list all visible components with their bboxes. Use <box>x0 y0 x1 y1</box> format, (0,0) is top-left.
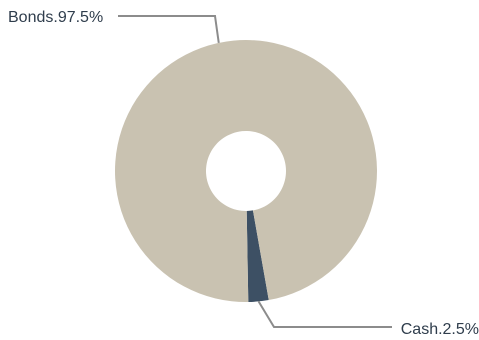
slice-cash <box>246 210 269 302</box>
leader-line-cash <box>257 300 392 328</box>
leader-lines-group <box>118 15 392 328</box>
slices-group <box>115 40 378 302</box>
labels-group: Bonds.97.5% Cash.2.5% <box>8 9 479 338</box>
leader-line-bonds <box>118 15 220 44</box>
slice-bonds <box>115 40 378 302</box>
slice-label-bonds: Bonds.97.5% <box>8 9 103 26</box>
slice-label-cash: Cash.2.5% <box>401 321 479 338</box>
